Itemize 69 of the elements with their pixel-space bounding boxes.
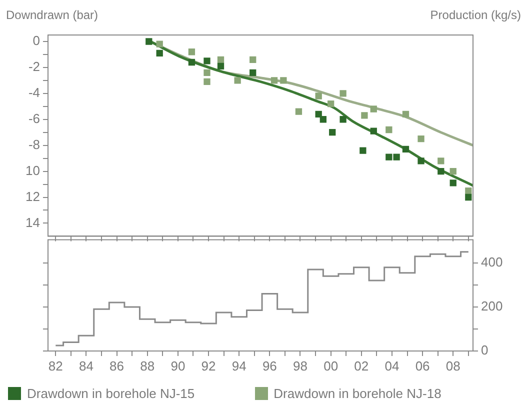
point: [188, 48, 196, 56]
point: [393, 154, 400, 160]
x-tick-label: 94: [232, 358, 246, 374]
point: [360, 147, 366, 154]
y2-axis-title: Production (kg/s): [430, 8, 521, 22]
y-tick-label: 10: [26, 162, 40, 178]
point: [156, 50, 163, 56]
point: [156, 40, 163, 48]
x-tick-label: 98: [293, 358, 308, 374]
point: [204, 69, 210, 76]
point: [340, 90, 346, 97]
point: [402, 110, 410, 118]
point: [270, 77, 278, 84]
x-tick-label: 02: [354, 358, 369, 374]
x-tick-label: 00: [324, 358, 338, 374]
y-tick-label: -6: [28, 110, 40, 126]
y-tick-label: -2: [28, 59, 40, 74]
point: [465, 194, 472, 201]
x-tick-label: 84: [78, 358, 94, 374]
point: [315, 110, 322, 118]
point: [438, 168, 444, 175]
point: [320, 116, 327, 123]
point: [217, 56, 224, 63]
point: [204, 58, 210, 64]
point: [204, 78, 210, 86]
x-tick-label: 04: [384, 358, 400, 374]
x-tick-label: 08: [446, 358, 460, 374]
point: [295, 108, 302, 115]
point: [465, 187, 472, 194]
y-tick-label: -8: [28, 136, 40, 152]
x-tick-label: 88: [140, 358, 155, 374]
point: [370, 106, 377, 112]
y2-tick-label: 200: [481, 298, 503, 314]
point: [315, 92, 322, 100]
legend-label: Drawdown in borehole NJ-18: [274, 386, 442, 401]
point: [438, 158, 444, 164]
point: [280, 77, 287, 84]
point: [361, 112, 368, 119]
point: [402, 146, 410, 153]
point: [418, 158, 424, 164]
point: [217, 62, 224, 70]
y-tick-label: 12: [26, 188, 40, 204]
legend-label: Drawdown in borehole NJ-15: [27, 386, 195, 401]
point: [234, 77, 241, 84]
point: [188, 58, 196, 66]
x-tick-label: 96: [262, 358, 277, 374]
y-tick-label: -4: [28, 84, 40, 100]
x-tick-label: 90: [170, 358, 186, 374]
point: [450, 168, 456, 175]
point: [370, 128, 377, 134]
point: [250, 56, 256, 63]
y-tick-label: 0: [32, 33, 40, 48]
point: [329, 129, 336, 136]
point: [386, 154, 392, 160]
x-tick-label: 86: [110, 358, 124, 374]
x-tick-label: 06: [415, 358, 430, 374]
point: [450, 180, 456, 186]
point: [386, 126, 392, 134]
point: [418, 136, 424, 142]
y-axis-title: Downdrawn (bar): [6, 8, 98, 22]
y2-tick-label: 400: [481, 254, 503, 270]
point: [340, 116, 346, 123]
x-tick-label: 82: [48, 358, 63, 374]
point: [250, 69, 256, 76]
point: [146, 38, 152, 45]
y-tick-label: 14: [26, 214, 40, 230]
x-tick-label: 92: [201, 358, 216, 374]
point: [327, 100, 334, 108]
y2-tick-label: 0: [481, 342, 488, 358]
